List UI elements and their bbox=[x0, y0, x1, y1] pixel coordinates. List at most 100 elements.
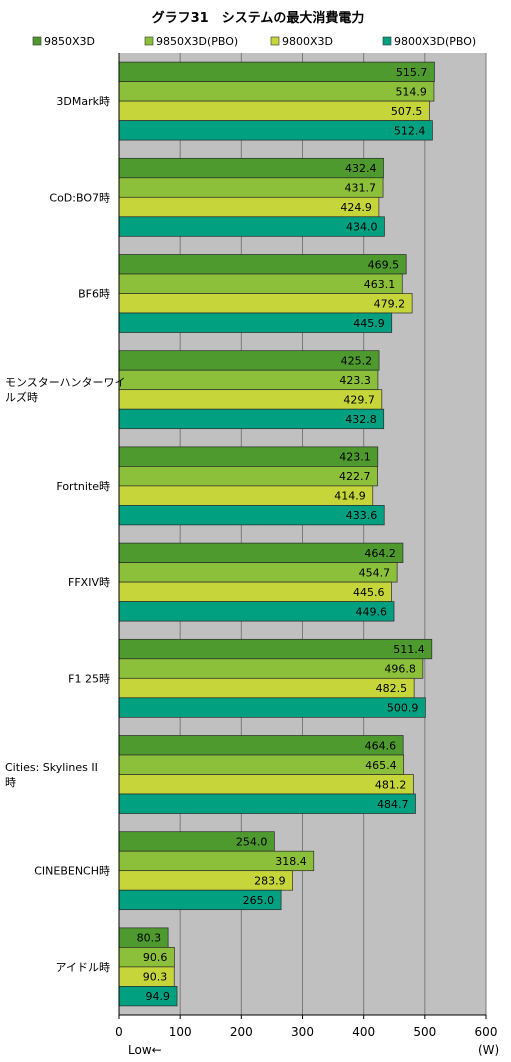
legend-item: 9850X3D bbox=[32, 35, 95, 48]
x-tick-label: 200 bbox=[230, 1025, 253, 1039]
legend-label: 9800X3D bbox=[282, 35, 333, 48]
category-label: CoD:BO7時 bbox=[49, 191, 110, 204]
data-label: 432.8 bbox=[345, 413, 377, 426]
x-tick-label: 0 bbox=[115, 1025, 123, 1039]
data-label: 514.9 bbox=[395, 85, 427, 98]
bar bbox=[118, 601, 395, 622]
data-label: 425.2 bbox=[341, 354, 373, 367]
data-label: 445.6 bbox=[353, 586, 385, 599]
data-label: 469.5 bbox=[368, 258, 400, 271]
category-label: アイドル時 bbox=[56, 961, 110, 974]
bar bbox=[118, 793, 416, 814]
legend-label: 9800X3D(PBO) bbox=[394, 35, 476, 48]
category-label: ルズ時 bbox=[5, 390, 38, 404]
bar bbox=[118, 697, 426, 718]
bars bbox=[118, 61, 435, 1007]
legend-swatch bbox=[144, 36, 154, 46]
legend-item: 9800X3D bbox=[270, 35, 333, 48]
bar bbox=[118, 293, 413, 314]
data-label: 265.0 bbox=[243, 894, 275, 907]
data-label: 80.3 bbox=[137, 932, 162, 945]
data-label: 283.9 bbox=[254, 874, 286, 887]
data-label: 449.6 bbox=[356, 605, 388, 618]
data-label: 429.7 bbox=[343, 393, 375, 406]
category-label: BF6時 bbox=[78, 288, 110, 301]
data-label: 90.6 bbox=[143, 951, 168, 964]
bar bbox=[118, 157, 384, 179]
data-label: 90.3 bbox=[143, 971, 168, 984]
category-label: FFXIV時 bbox=[68, 576, 110, 589]
bar bbox=[118, 677, 415, 699]
legend: 9850X3D 9850X3D(PBO) 9800X3D 9800X3D(PBO) bbox=[32, 35, 476, 48]
bar bbox=[118, 61, 435, 82]
data-label: 481.2 bbox=[375, 778, 407, 791]
category-label: 時 bbox=[5, 776, 16, 789]
bar bbox=[118, 177, 384, 198]
legend-swatch bbox=[270, 36, 280, 46]
x-ticks: 0 100 200 300 400 500 600 bbox=[115, 1015, 497, 1039]
legend-swatch bbox=[32, 36, 42, 46]
bar bbox=[118, 312, 393, 333]
legend-label: 9850X3D(PBO) bbox=[156, 35, 238, 48]
bar bbox=[118, 216, 385, 237]
direction-note: Low← bbox=[128, 1043, 162, 1057]
data-label: 482.5 bbox=[376, 682, 408, 695]
data-label: 511.4 bbox=[393, 643, 425, 656]
bar bbox=[118, 100, 430, 121]
bar bbox=[118, 774, 414, 795]
bar bbox=[118, 754, 405, 775]
data-label: 507.5 bbox=[391, 105, 423, 118]
data-label: 496.8 bbox=[384, 663, 416, 676]
data-label: 432.4 bbox=[345, 162, 377, 175]
x-tick-label: 500 bbox=[413, 1025, 436, 1039]
legend-item: 9800X3D(PBO) bbox=[382, 35, 476, 48]
x-tick-label: 400 bbox=[352, 1025, 375, 1039]
bar bbox=[118, 581, 392, 602]
data-label: 424.9 bbox=[340, 201, 372, 214]
data-label: 422.7 bbox=[339, 470, 371, 483]
bar bbox=[118, 562, 398, 583]
data-label: 515.7 bbox=[396, 66, 428, 79]
bar bbox=[118, 273, 403, 294]
category-label: CINEBENCH時 bbox=[34, 865, 110, 878]
category-label: Cities: Skylines II bbox=[5, 761, 98, 774]
category-label: F1 25時 bbox=[68, 672, 110, 685]
legend-label: 9850X3D bbox=[44, 35, 95, 48]
bar bbox=[118, 638, 433, 660]
x-tick-label: 100 bbox=[169, 1025, 192, 1039]
x-tick-label: 300 bbox=[291, 1025, 314, 1039]
category-label: モンスターハンターワイ bbox=[5, 376, 126, 389]
data-label: 431.7 bbox=[345, 182, 377, 195]
bar bbox=[118, 408, 385, 430]
data-label: 318.4 bbox=[275, 855, 307, 868]
data-label: 479.2 bbox=[374, 297, 406, 310]
data-label: 433.6 bbox=[346, 509, 378, 522]
bar bbox=[118, 81, 435, 102]
bar bbox=[118, 542, 404, 563]
x-tick-label: 600 bbox=[475, 1025, 498, 1039]
data-label: 445.9 bbox=[353, 317, 385, 330]
data-label: 465.4 bbox=[365, 759, 397, 772]
chart-title: グラフ31 システムの最大消費電力 bbox=[152, 10, 365, 26]
data-label: 414.9 bbox=[334, 490, 366, 503]
data-label: 94.9 bbox=[146, 990, 171, 1003]
legend-item: 9850X3D(PBO) bbox=[144, 35, 238, 48]
bar bbox=[118, 505, 385, 526]
data-label: 423.1 bbox=[339, 451, 371, 464]
bar bbox=[118, 658, 424, 679]
data-label: 254.0 bbox=[236, 835, 268, 848]
category-label: Fortnite時 bbox=[56, 480, 110, 493]
bar bbox=[118, 735, 404, 756]
category-label: 3DMark時 bbox=[56, 95, 110, 108]
value-labels: 515.7 514.9 507.5 512.4 432.4 431.7 424.9 434.0… bbox=[137, 66, 428, 1003]
data-label: 434.0 bbox=[346, 221, 378, 234]
legend-swatch bbox=[382, 36, 392, 46]
data-label: 454.7 bbox=[359, 566, 391, 579]
data-label: 423.3 bbox=[339, 374, 371, 387]
data-label: 512.4 bbox=[394, 124, 426, 137]
data-label: 464.2 bbox=[364, 547, 396, 560]
bar bbox=[118, 120, 433, 141]
unit-label: (W) bbox=[478, 1043, 499, 1057]
bar bbox=[118, 254, 407, 275]
